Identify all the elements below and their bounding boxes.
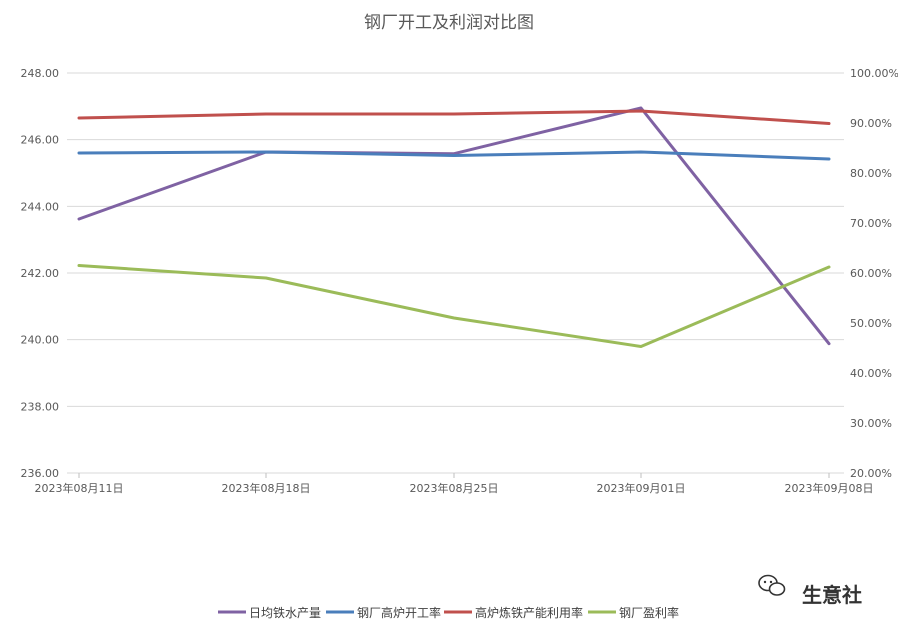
x-axis-ticks: 2023年08月11日 2023年08月18日 2023年08月25日 2023年09… — [35, 473, 874, 495]
watermark-text: 生意社 — [802, 583, 862, 607]
x-tick-label: 2023年08月25日 — [410, 481, 499, 495]
left-axis-ticks: 236.00 238.00 240.00 242.00 244.00 246.00 248.… — [21, 67, 60, 480]
right-tick-label: 60.00% — [850, 267, 892, 280]
x-tick-label: 2023年09月01日 — [597, 481, 686, 495]
right-tick-label: 100.00% — [850, 67, 898, 80]
right-tick-label: 40.00% — [850, 367, 892, 380]
left-tick-label: 244.00 — [21, 200, 60, 213]
left-tick-label: 248.00 — [21, 67, 60, 80]
left-tick-label: 238.00 — [21, 400, 60, 413]
wechat-icon — [758, 574, 786, 596]
right-tick-label: 80.00% — [850, 167, 892, 180]
x-tick-label: 2023年08月18日 — [222, 481, 311, 495]
left-tick-label: 246.00 — [21, 134, 60, 147]
x-tick-label: 2023年09月08日 — [785, 481, 874, 495]
watermark: 生意社 — [758, 574, 862, 607]
right-tick-label: 90.00% — [850, 117, 892, 130]
series-line-1 — [77, 106, 831, 346]
right-tick-label: 20.00% — [850, 467, 892, 480]
series-line-4 — [77, 264, 831, 348]
left-tick-label: 236.00 — [21, 467, 60, 480]
legend-label: 高炉炼铁产能利用率 — [475, 605, 583, 620]
x-tick-label: 2023年08月11日 — [35, 481, 124, 495]
series-lines — [77, 106, 831, 348]
legend-label: 钢厂高炉开工率 — [357, 605, 441, 620]
series-line-2 — [77, 150, 831, 161]
left-tick-label: 240.00 — [21, 334, 60, 347]
legend-label: 钢厂盈利率 — [619, 605, 679, 620]
right-tick-label: 70.00% — [850, 217, 892, 230]
chart-title: 钢厂开工及利润对比图 — [364, 13, 534, 33]
legend: 日均铁水产量 钢厂高炉开工率 高炉炼铁产能利用率 钢厂盈利率 — [218, 605, 679, 620]
right-axis-ticks: 20.00% 30.00% 40.00% 50.00% 60.00% 70.00% 80.0… — [850, 67, 898, 480]
series-line-3 — [77, 109, 831, 125]
left-tick-label: 242.00 — [21, 267, 60, 280]
right-tick-label: 30.00% — [850, 417, 892, 430]
right-tick-label: 50.00% — [850, 317, 892, 330]
legend-label: 日均铁水产量 — [249, 606, 321, 620]
